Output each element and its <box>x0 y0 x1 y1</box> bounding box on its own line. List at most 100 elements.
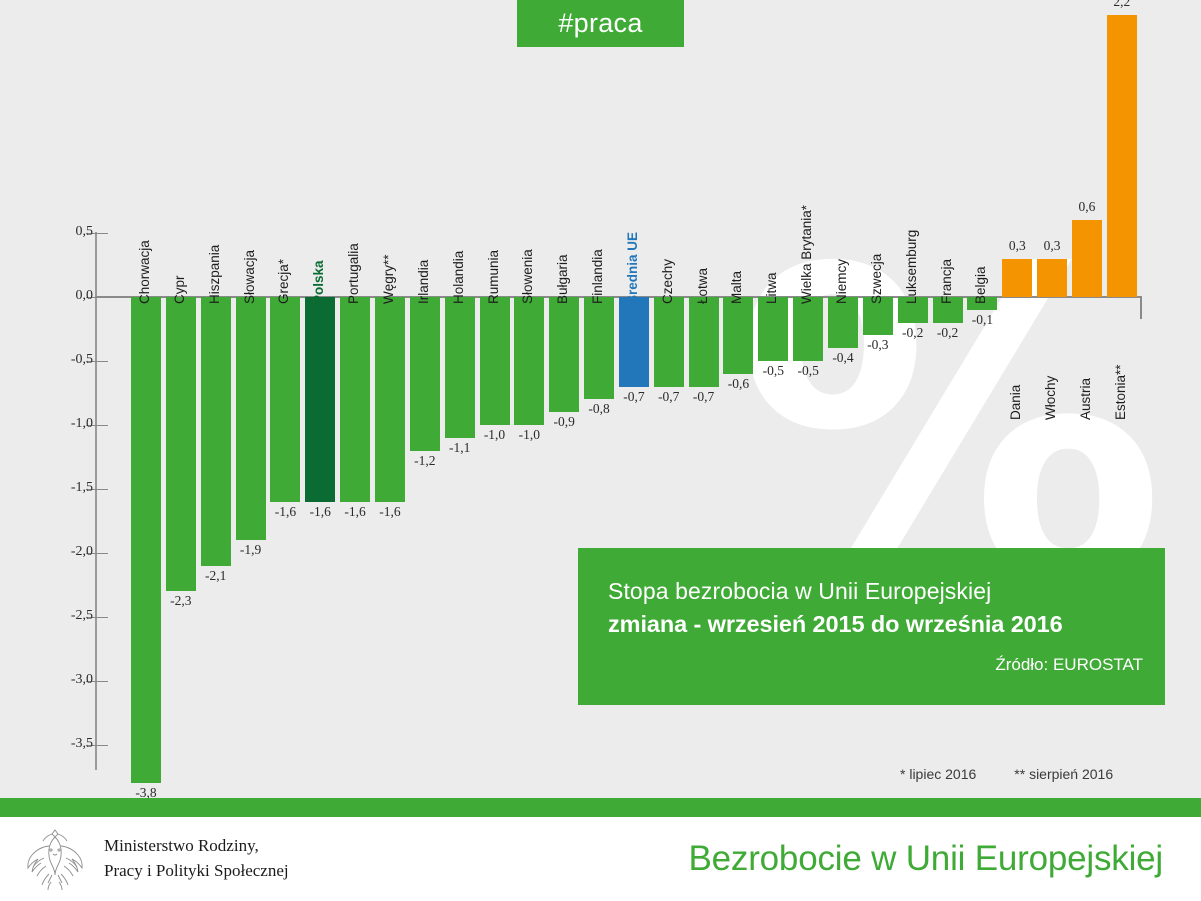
bar-value-label: -0,8 <box>588 401 610 417</box>
bar <box>514 297 545 425</box>
bar <box>1106 15 1137 297</box>
y-tick-label: -2,5 <box>70 608 93 623</box>
bar-value-label: 0,6 <box>1078 199 1096 215</box>
category-label: Wielka Brytania* <box>799 204 815 304</box>
y-tick-mark <box>86 361 108 362</box>
bar <box>828 297 858 349</box>
caption-source: Źródło: EUROSTAT <box>995 654 1143 674</box>
bar-value-label: -0,9 <box>553 414 575 430</box>
bar-value-label: -1,6 <box>344 503 366 519</box>
category-label: Francja <box>938 258 954 304</box>
bar <box>235 297 266 541</box>
category-label: Irlandia <box>415 259 431 304</box>
zero-baseline <box>95 296 1142 298</box>
bar-value-label: 2,2 <box>1113 0 1131 10</box>
y-tick-mark <box>86 745 108 746</box>
bar <box>200 297 231 566</box>
bar <box>793 297 824 361</box>
bar-value-label: -0,7 <box>658 388 680 404</box>
bar-value-label: -0,5 <box>797 363 819 378</box>
bar-value-label: -1,9 <box>239 542 262 558</box>
category-label: Włochy <box>1043 375 1059 420</box>
category-label: Litwa <box>764 272 780 304</box>
footnote-one: * lipiec 2016 <box>900 766 977 782</box>
bar <box>165 297 196 592</box>
category-label: Dania <box>1008 384 1024 420</box>
ministry-line-2: Pracy i Polityki Społecznej <box>104 861 289 880</box>
category-label: Bułgaria <box>555 254 571 304</box>
y-tick-label: 0,0 <box>75 288 94 303</box>
bar-value-label: -3,8 <box>135 785 157 801</box>
bar-chart: 0,50,0-0,5-1,0-1,5-2,0-2,5-3,0-3,5-4,0 -… <box>70 0 1142 815</box>
category-label: Chorwacja <box>137 240 152 304</box>
green-divider-band <box>0 798 1201 817</box>
y-tick-label: -2,0 <box>70 544 93 559</box>
y-tick-label: -3,0 <box>70 672 93 687</box>
category-label: Holandia <box>450 250 466 304</box>
bar-value-label: -0,7 <box>623 388 645 404</box>
y-tick-label: 0,5 <box>75 224 94 239</box>
bar <box>409 297 440 451</box>
category-label: Hiszpania <box>206 244 222 304</box>
bar <box>1071 220 1102 297</box>
category-label: Belgia <box>973 266 989 304</box>
y-tick-mark <box>86 489 108 490</box>
y-tick-mark <box>86 553 108 554</box>
caption-title: Stopa bezrobocia w Unii Europejskiej <box>608 578 992 604</box>
category-label: Malta <box>729 270 745 304</box>
bar <box>618 297 649 387</box>
ministry-name: Ministerstwo Rodziny, Pracy i Polityki S… <box>104 834 289 883</box>
bar <box>758 297 789 361</box>
bar <box>967 297 998 310</box>
category-label: Grecja* <box>276 258 292 304</box>
category-label: Słowenia <box>520 249 536 304</box>
category-label: Łotwa <box>694 267 710 304</box>
category-label: Niemcy <box>834 258 849 304</box>
bar <box>653 297 684 387</box>
category-label: Polska <box>311 260 327 304</box>
bar <box>723 297 754 374</box>
bar <box>688 297 719 387</box>
y-tick-mark <box>86 681 108 682</box>
bar-value-label: -2,1 <box>205 567 227 583</box>
bar-value-label: -1,0 <box>518 427 541 442</box>
bar <box>340 297 371 502</box>
y-tick-mark <box>86 425 108 426</box>
category-label: Austria <box>1077 377 1093 420</box>
bar-value-label: -0,1 <box>971 311 994 327</box>
category-label: Szwecja <box>868 253 884 304</box>
category-label: Średnia UE <box>624 231 640 304</box>
bar-value-label: -0,6 <box>727 375 750 391</box>
bar-value-label: -0,2 <box>902 324 924 340</box>
footer-title: Bezrobocie w Unii Europejskiej <box>688 839 1164 878</box>
bar <box>444 297 475 438</box>
ministry-line-1: Ministerstwo Rodziny, <box>104 836 259 856</box>
y-tick-label: -3,5 <box>70 736 93 751</box>
bar-value-label: -1,2 <box>414 452 436 468</box>
x-axis-right-end <box>1140 297 1142 319</box>
bar <box>305 297 336 502</box>
bar-value-label: 0,3 <box>1043 237 1061 253</box>
bar-value-label: -1,6 <box>379 503 401 519</box>
y-tick-label: -1,0 <box>70 416 93 431</box>
bar-value-label: 0,3 <box>1008 237 1026 253</box>
category-label: Cypr <box>171 275 187 304</box>
bar <box>549 297 580 413</box>
bar <box>897 297 928 323</box>
category-label: Portugalia <box>346 243 362 304</box>
category-label: Estonia** <box>1112 364 1128 420</box>
bar <box>1002 258 1033 297</box>
footnote-two: ** sierpień 2016 <box>1014 766 1114 782</box>
bar <box>479 297 510 425</box>
bar-value-label: -0,2 <box>936 324 959 340</box>
category-label: Czechy <box>659 258 675 304</box>
bar-value-label: -2,3 <box>170 593 192 609</box>
bar <box>270 297 301 502</box>
y-tick-mark <box>86 233 108 234</box>
bar <box>862 297 893 336</box>
bar-value-label: -0,7 <box>692 388 715 404</box>
bar-value-label: -1,6 <box>274 503 297 519</box>
hashtag-badge: #praca <box>517 0 684 47</box>
y-tick-label: -1,5 <box>70 480 93 495</box>
